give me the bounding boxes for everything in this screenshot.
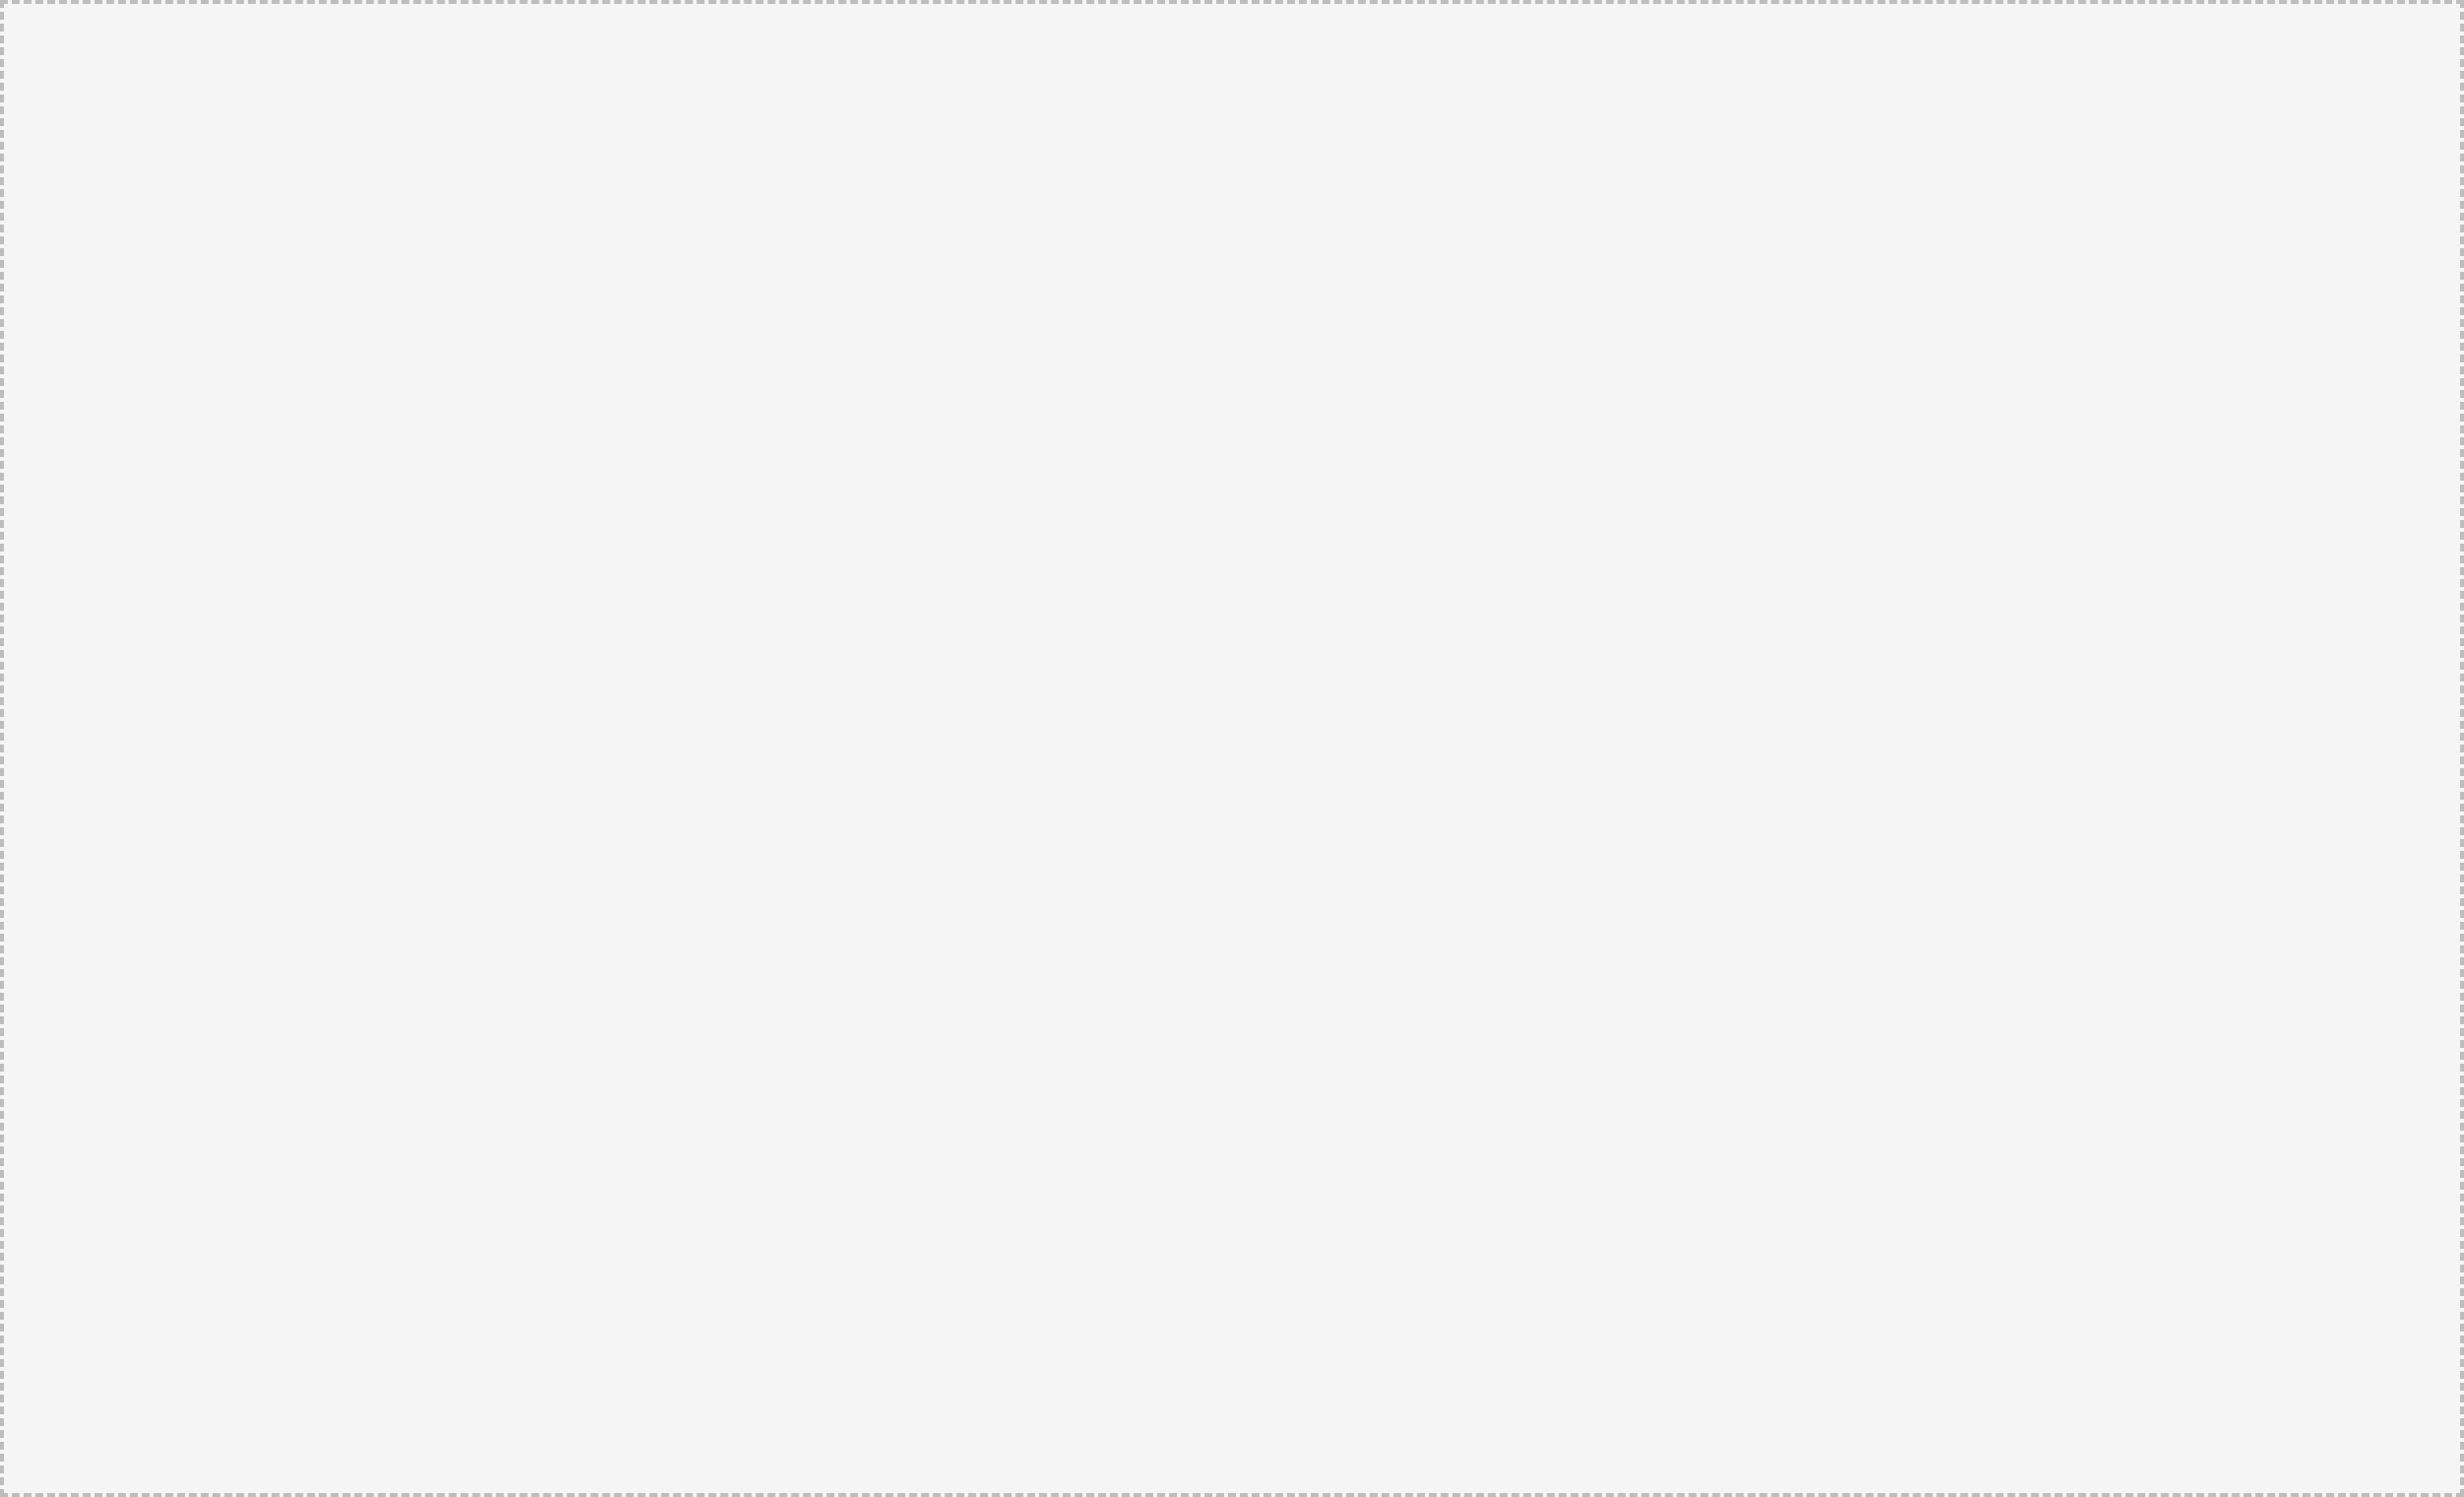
placeholder bbox=[0, 0, 2464, 1497]
